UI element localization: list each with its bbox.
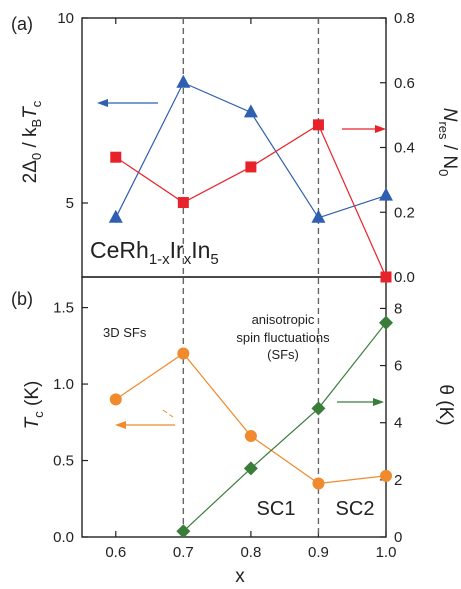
- label-3d-sfs: 3D SFs: [103, 325, 147, 340]
- circle-marker: [312, 477, 325, 490]
- data-series: [108, 74, 393, 539]
- panel-a-right-axis-title: Nres / N0: [436, 108, 460, 177]
- panel-b-frame: [81, 276, 387, 538]
- diamond-marker: [379, 315, 393, 330]
- tick-label: 5: [66, 195, 74, 212]
- left-axis-arrow-b: [115, 409, 175, 429]
- tick-label: 10: [57, 10, 74, 27]
- tick-label: 6: [394, 358, 402, 375]
- label-anisotropic: anisotropic: [252, 312, 315, 327]
- label-sfs: (SFs): [267, 347, 299, 362]
- tick-label: 0.0: [394, 269, 415, 286]
- x-tick-label: 0.9: [308, 544, 329, 561]
- circle-marker: [244, 430, 257, 443]
- label-sc2: SC2: [336, 498, 375, 520]
- tick-label: 4: [394, 415, 402, 432]
- square-marker: [110, 151, 122, 163]
- triangle-marker: [311, 209, 326, 223]
- tick-label: 1.0: [53, 376, 74, 393]
- triangle-marker: [108, 209, 123, 223]
- tick-label: 0.8: [394, 10, 415, 27]
- tick-label: 0: [394, 529, 402, 546]
- triangle-marker: [176, 74, 191, 88]
- x-tick-label: 1.0: [376, 544, 397, 561]
- panel-a-left-axis-title: 2Δ0 / kBTc: [20, 100, 44, 183]
- panel-a-label: (a): [11, 14, 33, 34]
- square-marker: [312, 119, 324, 131]
- right-axis-arrow-a: [342, 125, 386, 133]
- circle-marker: [177, 347, 190, 360]
- boundary-lines: [182, 18, 320, 537]
- left-axis-arrow-a: [97, 99, 158, 107]
- label-sc1: SC1: [257, 498, 296, 520]
- triangle-marker: [243, 104, 258, 118]
- diamond-marker: [176, 524, 191, 539]
- tick-label: 0.2: [394, 204, 415, 221]
- tick-label: 1.5: [53, 300, 74, 317]
- tick-label: 2: [394, 472, 402, 489]
- axis-ticks: 5 10 0.0 0.2 0.4 0.6 0.8 0.0 0.5 1.0 1.5 0 2 4 6 8 0.6 0.…: [53, 10, 415, 561]
- tick-label: 0.5: [53, 453, 74, 470]
- panel-b-left-axis-title: Tc (K): [22, 381, 46, 430]
- square-marker: [380, 271, 392, 283]
- x-tick-label: 0.8: [240, 544, 261, 561]
- triangle-marker: [379, 187, 393, 201]
- right-axis-arrow-b: [337, 398, 384, 406]
- label-spin-fluctuations: spin fluctuations: [236, 330, 330, 345]
- diamond-marker: [311, 401, 326, 416]
- tick-label: 0.0: [53, 529, 74, 546]
- diamond-marker: [243, 461, 258, 476]
- tick-label: 0.4: [394, 140, 415, 157]
- panel-b-label: (b): [11, 289, 33, 309]
- square-marker: [177, 197, 189, 209]
- circle-marker: [380, 469, 392, 482]
- compound-formula: CeRh1-xIrxIn5: [90, 237, 219, 268]
- x-axis-title: x: [235, 566, 245, 587]
- tick-label: 0.6: [394, 75, 415, 92]
- tick-label: 8: [394, 300, 402, 317]
- x-tick-label: 0.7: [173, 544, 194, 561]
- series-line: [182, 322, 387, 532]
- circle-marker: [109, 393, 122, 406]
- x-tick-label: 0.6: [105, 544, 126, 561]
- square-marker: [245, 161, 257, 173]
- panel-b-right-axis-title: θ (K): [435, 384, 456, 425]
